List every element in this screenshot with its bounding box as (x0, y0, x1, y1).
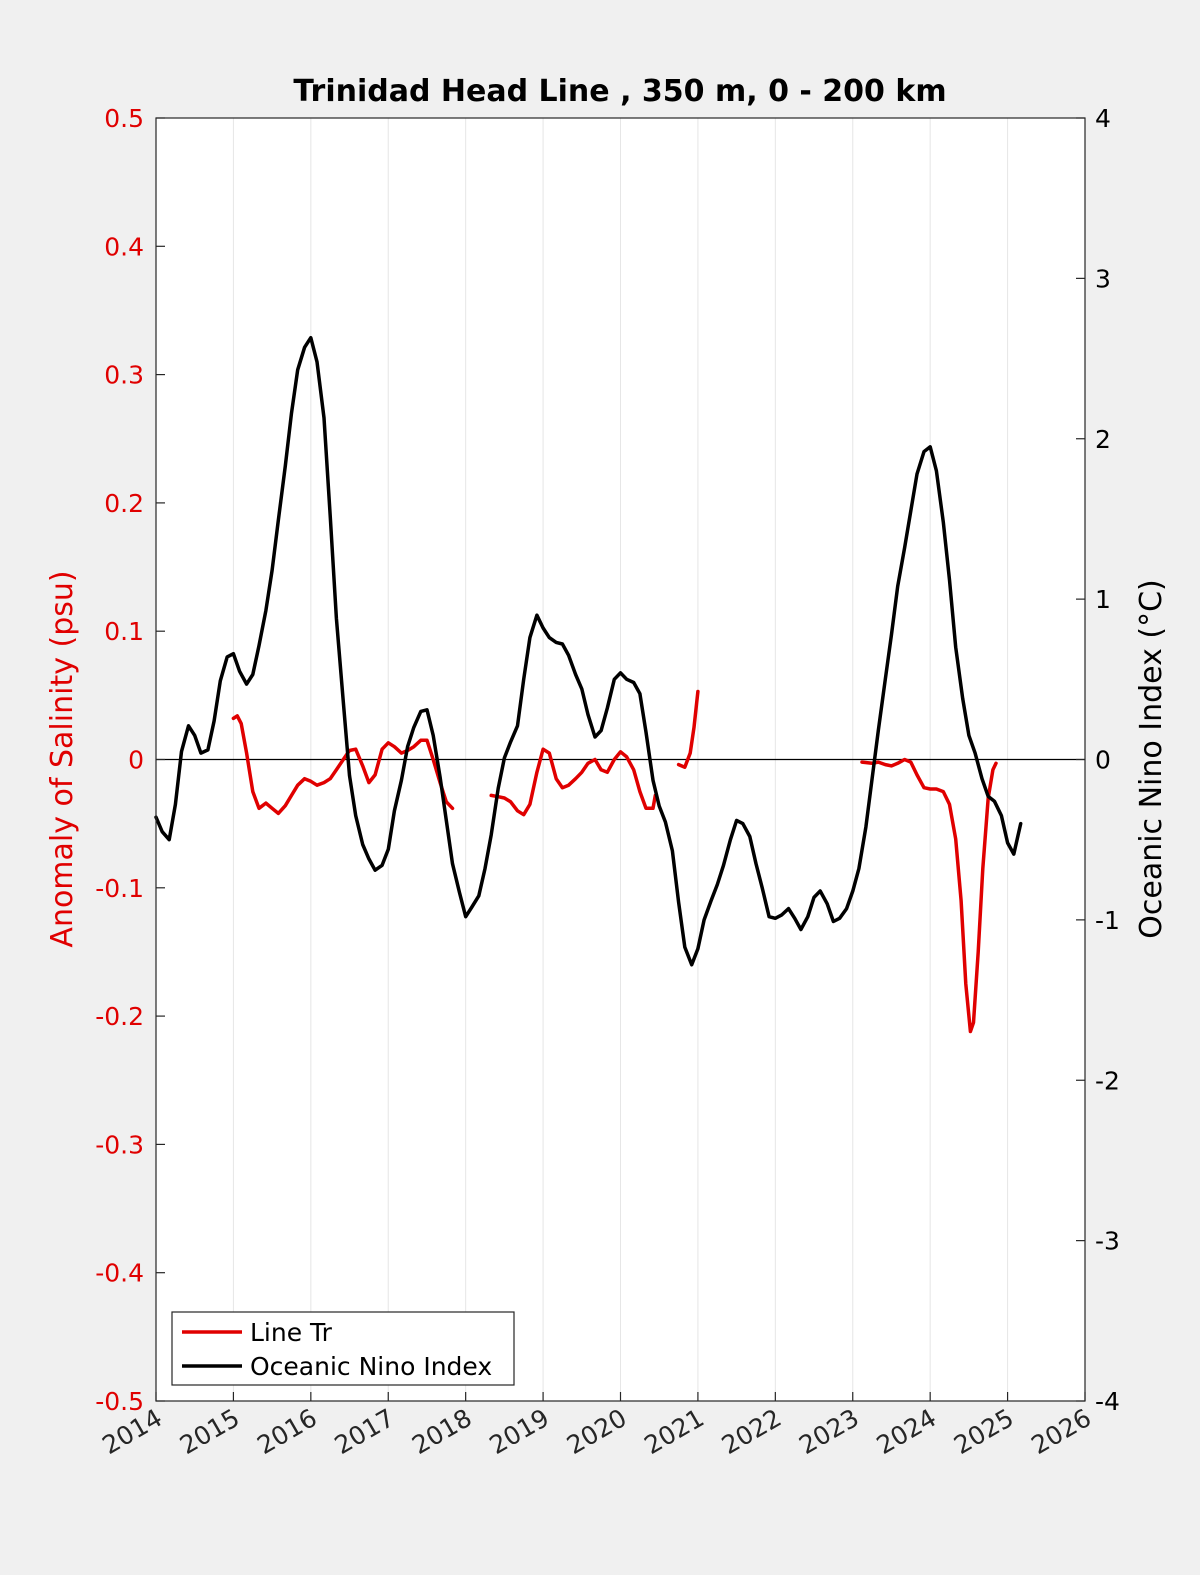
y-axis-label-left: Anomaly of Salinity (psu) (45, 570, 80, 947)
y-left-tick-label: -0.1 (95, 874, 144, 903)
y-left-tick-label: 0.1 (104, 617, 144, 646)
y-right-tick-label: -3 (1095, 1227, 1120, 1256)
y-left-tick-label: -0.3 (95, 1130, 144, 1159)
y-right-tick-label: -2 (1095, 1066, 1120, 1095)
series-group (154, 335, 1023, 1034)
oni-series-segment-0 (154, 335, 1023, 967)
y-right-tick-label: 3 (1095, 264, 1111, 293)
line-tr-series-segment-0 (231, 714, 455, 816)
y-left-tick-label: -0.5 (95, 1387, 144, 1416)
legend-label-oni: Oceanic Nino Index (250, 1352, 492, 1381)
y-right-tick-label: -1 (1095, 906, 1120, 935)
y-right-tick-label: 1 (1095, 585, 1111, 614)
y-right-tick-label: -4 (1095, 1387, 1120, 1416)
y-left-tick-label: 0.4 (104, 232, 144, 261)
legend-box (171, 1311, 515, 1386)
legend-label-line-tr: Line Tr (250, 1318, 333, 1347)
y-right-tick-label: 4 (1095, 104, 1111, 133)
line-tr-series-segment-1 (489, 747, 658, 817)
y-left-tick-label: 0.2 (104, 489, 144, 518)
chart-title: Trinidad Head Line , 350 m, 0 - 200 km (293, 74, 946, 109)
y-left-tick-label: 0.3 (104, 361, 144, 390)
y-right-tick-label: 0 (1095, 746, 1111, 775)
legend: Line Tr Oceanic Nino Index (171, 1311, 515, 1386)
y-left-tick-label: -0.2 (95, 1002, 144, 1031)
line-tr-series-segment-2 (676, 689, 700, 769)
line-tr-series-segment-3 (860, 757, 998, 1034)
y-left-tick-label: -0.4 (95, 1259, 144, 1288)
y-left-tick-label: 0.5 (104, 104, 144, 133)
y-right-tick-label: 2 (1095, 425, 1111, 454)
y-left-tick-label: 0 (128, 746, 144, 775)
y-axis-label-right: Oceanic Nino Index (°C) (1134, 579, 1169, 939)
